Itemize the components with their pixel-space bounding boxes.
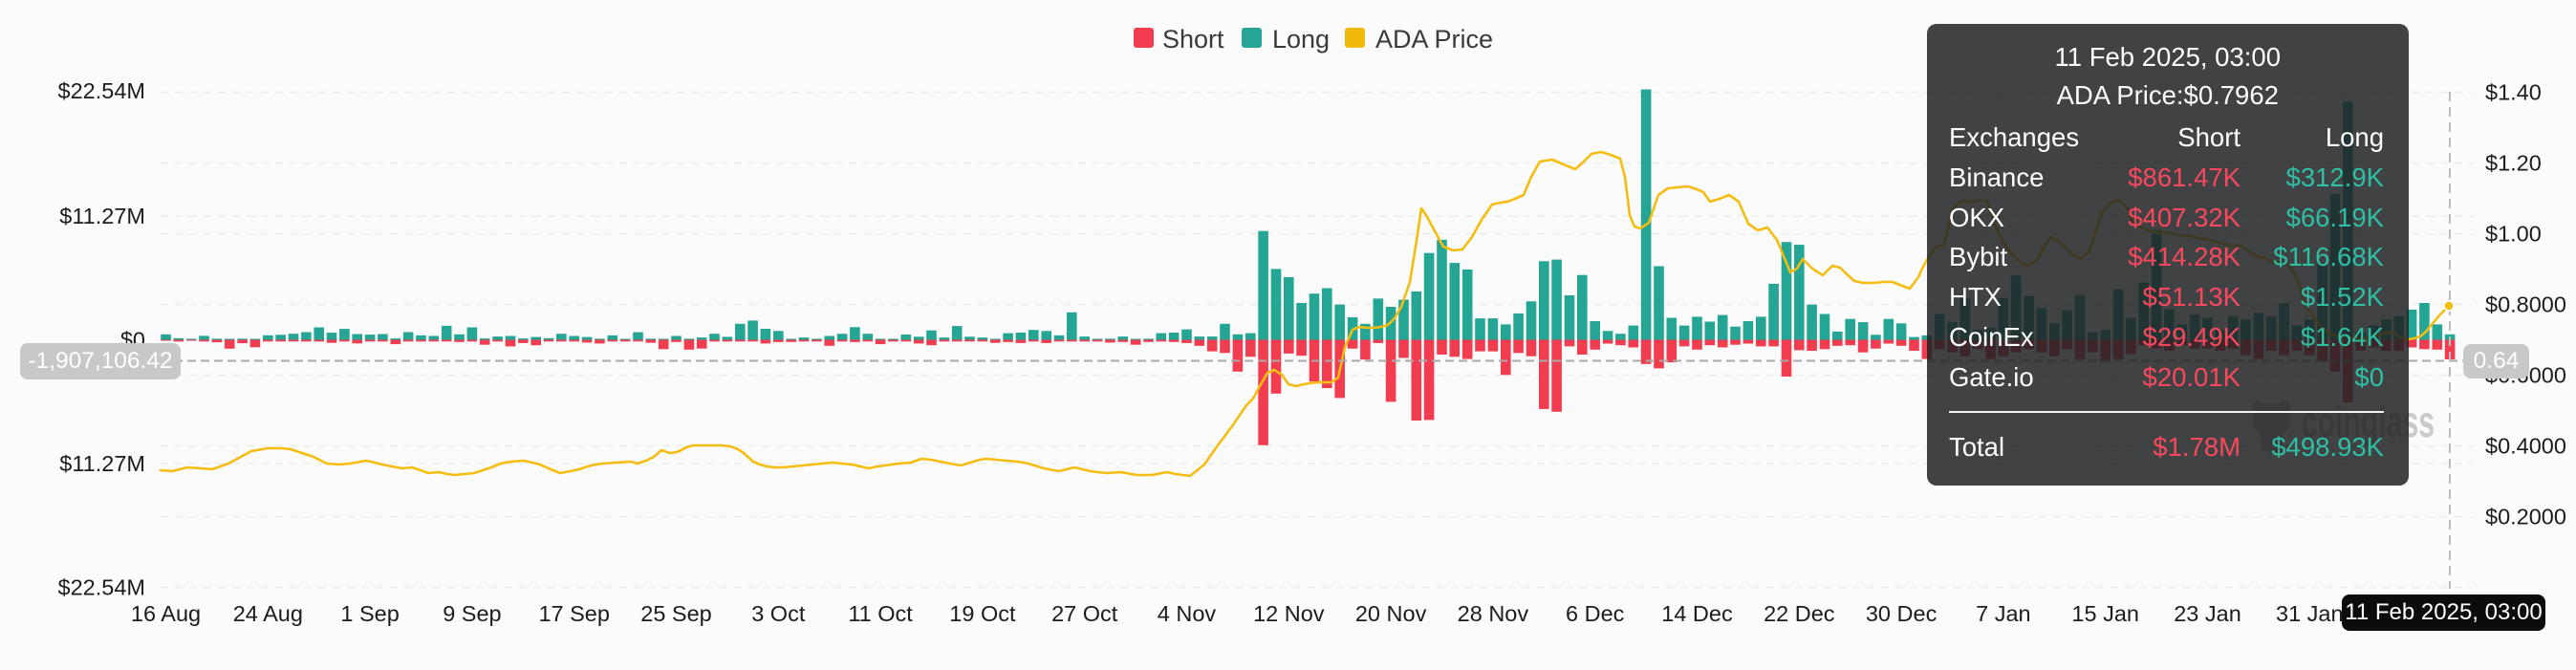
svg-text:$1.20: $1.20 [2485, 151, 2542, 176]
svg-text:28 Nov: 28 Nov [1458, 601, 1529, 626]
svg-text:$0.2000: $0.2000 [2485, 505, 2566, 530]
svg-text:$22.54M: $22.54M [58, 78, 145, 103]
svg-text:22 Dec: 22 Dec [1764, 601, 1835, 626]
svg-text:12 Nov: 12 Nov [1253, 601, 1325, 626]
svg-text:23 Jan: 23 Jan [2174, 601, 2241, 626]
svg-text:$11.27M: $11.27M [59, 451, 145, 476]
svg-text:24 Aug: 24 Aug [233, 601, 303, 626]
svg-text:$0.4000: $0.4000 [2485, 434, 2566, 459]
svg-text:30 Dec: 30 Dec [1866, 601, 1937, 626]
svg-text:14 Dec: 14 Dec [1661, 601, 1733, 626]
svg-text:$22.54M: $22.54M [58, 575, 145, 600]
svg-text:4 Nov: 4 Nov [1158, 601, 1217, 626]
svg-text:3 Oct: 3 Oct [751, 601, 806, 626]
svg-text:9 Sep: 9 Sep [443, 601, 501, 626]
svg-text:17 Sep: 17 Sep [538, 601, 609, 626]
svg-text:$1.40: $1.40 [2485, 80, 2542, 105]
svg-text:20 Nov: 20 Nov [1355, 601, 1427, 626]
svg-text:16 Aug: 16 Aug [131, 601, 201, 626]
svg-text:$0.8000: $0.8000 [2485, 292, 2566, 317]
svg-text:31 Jan: 31 Jan [2276, 601, 2344, 626]
svg-text:6 Dec: 6 Dec [1566, 601, 1625, 626]
svg-text:25 Sep: 25 Sep [640, 601, 711, 626]
svg-text:7 Jan: 7 Jan [1976, 601, 2031, 626]
svg-text:$11.27M: $11.27M [59, 204, 145, 228]
svg-text:19 Oct: 19 Oct [949, 601, 1016, 626]
svg-text:1 Sep: 1 Sep [340, 601, 399, 626]
svg-text:27 Oct: 27 Oct [1051, 601, 1118, 626]
svg-text:$1.00: $1.00 [2485, 222, 2542, 247]
svg-text:15 Jan: 15 Jan [2071, 601, 2139, 626]
svg-text:11 Oct: 11 Oct [848, 601, 913, 626]
